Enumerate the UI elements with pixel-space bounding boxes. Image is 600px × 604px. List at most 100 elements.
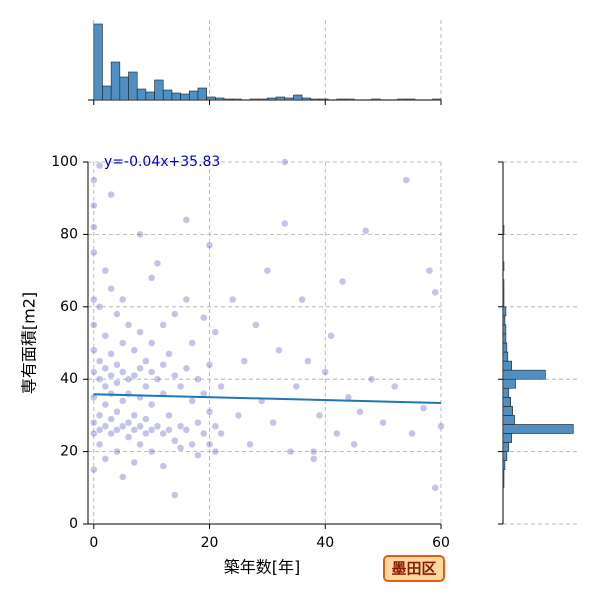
histogram-bar xyxy=(502,478,505,489)
scatter-point xyxy=(136,422,144,431)
histogram-bar xyxy=(405,98,416,101)
scatter-point xyxy=(101,455,110,463)
histogram-bar xyxy=(301,97,312,101)
scatter-point xyxy=(136,230,144,239)
scatter-point xyxy=(419,404,428,412)
scatter-point xyxy=(431,288,439,297)
histogram-bar xyxy=(206,96,216,101)
y-axis-label: 専有面積[m2] xyxy=(20,292,39,394)
histogram-bar xyxy=(180,93,190,101)
histogram-bar xyxy=(502,396,511,407)
scatter-point xyxy=(228,295,237,304)
histogram-bar xyxy=(502,451,508,461)
histogram-bar xyxy=(345,98,355,101)
scatter-point xyxy=(309,447,318,456)
histogram-bar xyxy=(502,297,505,308)
y-tick-label: 80 xyxy=(60,226,78,242)
scatter-point xyxy=(182,364,191,373)
scatter-point xyxy=(90,248,98,257)
scatter-point xyxy=(147,274,156,282)
scatter-point xyxy=(199,313,208,322)
scatter-point xyxy=(101,400,110,409)
histogram-bar xyxy=(188,90,199,101)
scatter-point xyxy=(90,368,98,376)
histogram-bar xyxy=(502,424,574,434)
scatter-point xyxy=(101,266,110,275)
histogram-bar xyxy=(502,415,515,425)
scatter-point xyxy=(217,429,225,438)
histogram-bar xyxy=(102,85,112,101)
histogram-bar xyxy=(502,369,546,380)
histogram-bar xyxy=(128,71,138,101)
histogram-bar xyxy=(502,279,505,289)
histogram-bar xyxy=(162,89,173,101)
scatter-point xyxy=(171,436,179,445)
scatter-point xyxy=(130,346,139,354)
scatter-point xyxy=(292,382,301,391)
scatter-point xyxy=(136,440,144,449)
histogram-bar xyxy=(293,94,303,101)
scatter-point xyxy=(281,219,289,228)
histogram-bar xyxy=(119,76,129,101)
histogram-bar xyxy=(136,88,147,101)
x-tick-label: 20 xyxy=(201,535,219,551)
scatter-point xyxy=(171,491,179,499)
scatter-point xyxy=(130,458,139,467)
scatter-point xyxy=(90,418,98,427)
scatter-point xyxy=(333,429,341,438)
scatter-point xyxy=(281,158,289,166)
histogram-bar xyxy=(432,98,442,101)
scatter-point xyxy=(142,382,150,391)
scatter-point xyxy=(165,411,173,420)
histogram-bar xyxy=(502,315,506,326)
histogram-bar xyxy=(223,98,233,101)
scatter-point xyxy=(147,339,156,347)
scatter-point xyxy=(124,418,133,427)
scatter-point xyxy=(113,426,121,434)
scatter-point xyxy=(321,368,330,376)
scatter-point xyxy=(205,241,214,250)
scatter-point xyxy=(95,375,104,383)
scatter-point xyxy=(182,216,191,224)
scatter-point xyxy=(113,379,121,387)
scatter-point xyxy=(95,161,104,170)
scatter-point xyxy=(269,418,277,427)
scatter-point xyxy=(147,426,156,434)
histogram-bar xyxy=(215,97,225,101)
histogram-bar xyxy=(502,351,509,362)
histogram-bar xyxy=(284,97,294,101)
histogram-bar xyxy=(310,98,320,101)
histogram-bar xyxy=(145,91,155,101)
badge: 墨田区 xyxy=(391,560,436,578)
scatter-point xyxy=(390,382,399,391)
regression-line xyxy=(93,393,442,404)
scatter-point xyxy=(153,375,162,383)
scatter-point xyxy=(142,429,150,438)
x-tick-label: 0 xyxy=(89,535,98,551)
scatter-point xyxy=(142,357,150,365)
scatter-point xyxy=(107,284,115,293)
histogram-bar xyxy=(275,96,286,101)
histogram-bar xyxy=(249,98,260,101)
scatter-point xyxy=(101,332,110,340)
scatter-point xyxy=(147,400,156,409)
scatter-point xyxy=(431,484,439,492)
scatter-point xyxy=(130,411,139,420)
scatter-point xyxy=(147,368,156,376)
scatter-point xyxy=(338,277,347,286)
scatter-point xyxy=(118,295,127,304)
x-axis-label: 築年数[年] xyxy=(224,558,301,577)
scatter-point xyxy=(90,429,98,438)
histogram-bar xyxy=(502,460,506,470)
scatter-point xyxy=(159,462,167,470)
scatter-point xyxy=(182,426,191,434)
histogram-bar xyxy=(502,387,510,398)
scatter-point xyxy=(408,429,416,438)
scatter-point xyxy=(275,346,283,354)
histogram-bar xyxy=(502,442,510,452)
scatter-point xyxy=(165,350,173,358)
scatter-point xyxy=(107,429,115,438)
histogram-bar xyxy=(371,98,381,101)
scatter-point xyxy=(95,426,104,434)
